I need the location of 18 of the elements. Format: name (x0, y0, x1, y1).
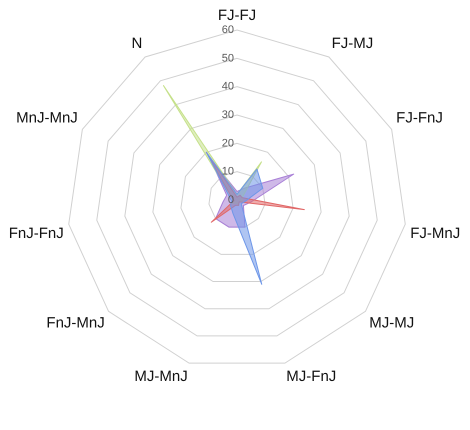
y-tick-label: 30 (222, 109, 234, 122)
spoke-label: FJ-MnJ (410, 225, 460, 242)
spoke-label: N (132, 34, 142, 52)
y-tick-label: 10 (222, 166, 234, 178)
y-tick-label: 0 (228, 194, 234, 206)
y-tick-label: 20 (222, 137, 234, 150)
spoke-label: MJ-MJ (369, 314, 414, 332)
spoke-label: MJ-MnJ (134, 368, 188, 386)
spoke-label: MnJ-MnJ (16, 109, 78, 126)
y-tick-label: 50 (222, 52, 234, 64)
spoke-label: FJ-FJ (218, 7, 256, 24)
spoke-label: FJ-FnJ (396, 109, 443, 126)
spoke-label: FnJ-MnJ (46, 314, 105, 332)
y-tick-label: 60 (222, 24, 234, 36)
spoke-label: MJ-FnJ (286, 368, 336, 386)
spoke-label: FnJ-FnJ (8, 225, 64, 242)
spoke-label: FJ-MJ (332, 34, 374, 52)
y-tick-label: 40 (222, 80, 234, 93)
